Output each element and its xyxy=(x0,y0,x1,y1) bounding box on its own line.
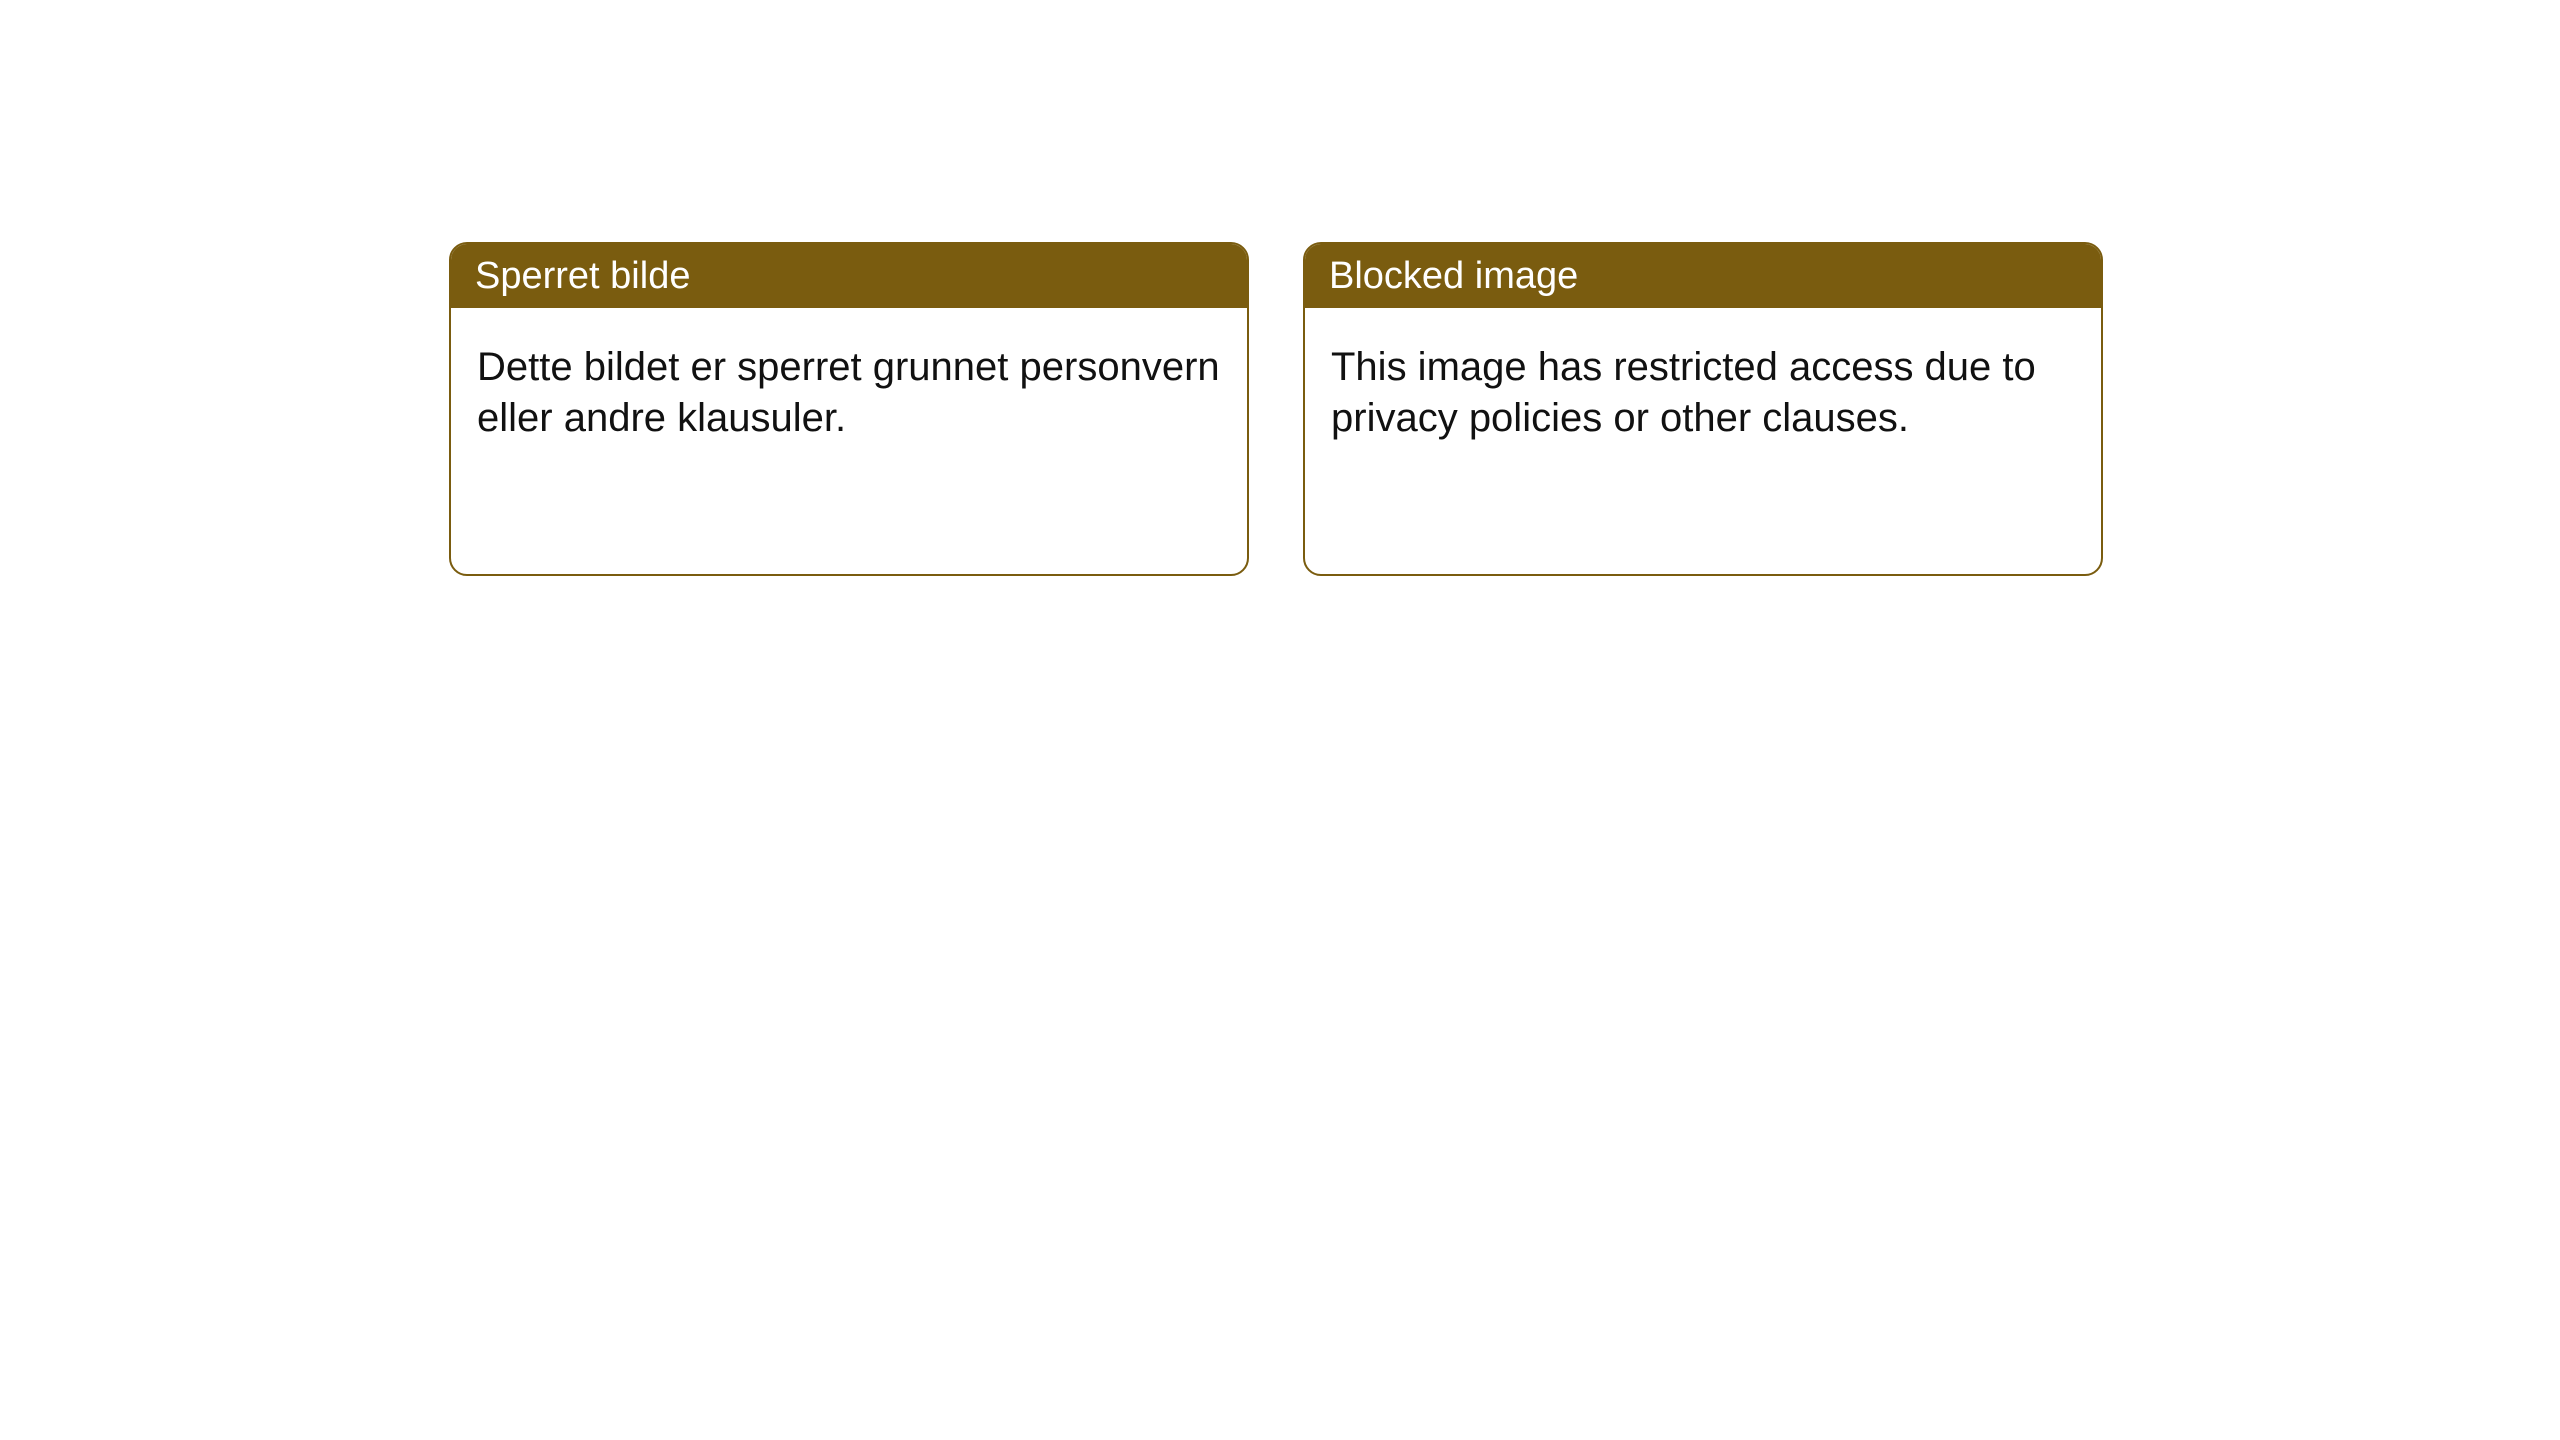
card-title: Sperret bilde xyxy=(475,255,690,297)
card-message: This image has restricted access due to … xyxy=(1331,345,2036,440)
card-header: Sperret bilde xyxy=(451,244,1247,308)
card-body: This image has restricted access due to … xyxy=(1305,308,2101,478)
notice-card-english: Blocked image This image has restricted … xyxy=(1303,242,2103,576)
card-header: Blocked image xyxy=(1305,244,2101,308)
notice-card-norwegian: Sperret bilde Dette bildet er sperret gr… xyxy=(449,242,1249,576)
card-body: Dette bildet er sperret grunnet personve… xyxy=(451,308,1247,478)
card-title: Blocked image xyxy=(1329,255,1578,297)
notice-cards-container: Sperret bilde Dette bildet er sperret gr… xyxy=(0,0,2560,576)
card-message: Dette bildet er sperret grunnet personve… xyxy=(477,345,1220,440)
